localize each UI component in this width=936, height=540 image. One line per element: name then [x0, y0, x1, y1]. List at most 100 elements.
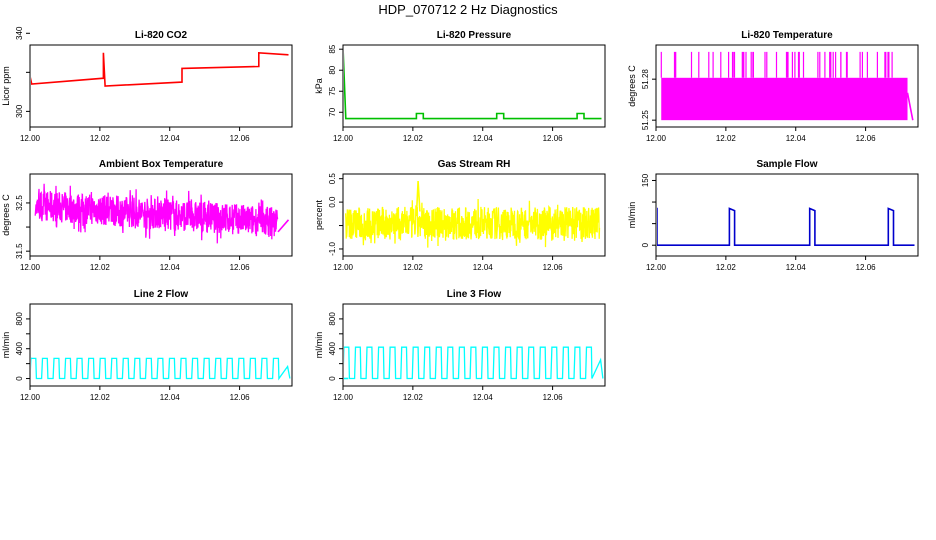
y-tick-label: 85 [328, 44, 337, 53]
chart-3: Li-820 Temperature degrees C 12.00 12.02 12.… [627, 30, 919, 143]
page-title: HDP_070712 2 Hz Diagnostics [378, 2, 558, 17]
x-tick-label: 12.04 [160, 263, 181, 272]
x-tick-label: 12.02 [403, 393, 424, 402]
chart-title: Li-820 Temperature [741, 30, 833, 41]
chart-title: Line 2 Flow [134, 289, 189, 300]
y-tick-label: 800 [15, 312, 24, 326]
series-line [344, 52, 602, 120]
chart-title: Li-820 Pressure [437, 30, 512, 41]
x-tick-label: 12.00 [333, 134, 354, 143]
plot-area [31, 51, 289, 87]
plot-area [344, 180, 601, 248]
plot-frame [342, 303, 606, 387]
x-tick-label: 12.06 [543, 134, 564, 143]
series-line [277, 219, 290, 233]
chart-1: Li-820 CO2 Licor ppm 12.00 12.02 12.04 12.06 3… [1, 26, 293, 143]
x-tick-label: 12.04 [160, 134, 181, 143]
y-tick-label: 70 [328, 107, 337, 116]
x-tick-label: 12.00 [646, 263, 667, 272]
plot-area [660, 51, 914, 121]
chart-4: Ambient Box Temperature degrees C 12.00 12.… [1, 159, 293, 272]
data-spikes [660, 51, 893, 78]
y-axis-label: ml/min [314, 332, 324, 359]
x-tick-label: 12.04 [786, 134, 807, 143]
x-tick-label: 12.02 [716, 134, 737, 143]
x-tick-label: 12.04 [473, 263, 494, 272]
data-noise-line [344, 198, 601, 248]
x-tick-label: 12.02 [716, 263, 737, 272]
y-tick-label: -1.0 [328, 242, 337, 256]
y-axis-label: kPa [314, 78, 324, 94]
chart-5: Gas Stream RH percent 12.00 12.02 12.04 12.06… [314, 159, 606, 272]
x-tick-label: 12.04 [786, 263, 807, 272]
y-tick-label: 150 [641, 173, 650, 187]
y-axis-label: degrees C [627, 65, 637, 107]
x-tick-label: 12.00 [20, 393, 41, 402]
x-tick-label: 12.02 [403, 263, 424, 272]
plot-area [657, 207, 915, 246]
y-axis-label: ml/min [1, 332, 11, 359]
y-tick-label: 800 [328, 312, 337, 326]
x-tick-label: 12.06 [543, 393, 564, 402]
series-line [657, 207, 915, 246]
plot-area [344, 52, 602, 120]
y-axis-label: ml/min [627, 202, 637, 229]
y-tick-label: 75 [328, 86, 337, 95]
data-noise-line [344, 346, 604, 380]
y-tick-label: 340 [15, 26, 24, 40]
plot-frame [342, 173, 606, 257]
chart-6: Sample Flow ml/min 12.00 12.02 12.04 12.06 0 15… [627, 159, 919, 272]
plot-area [31, 357, 291, 381]
chart-title: Li-820 CO2 [135, 30, 188, 41]
x-tick-label: 12.04 [473, 134, 494, 143]
x-tick-label: 12.00 [20, 134, 41, 143]
y-tick-label: 300 [15, 104, 24, 118]
chart-title: Gas Stream RH [438, 159, 511, 170]
plot-area [344, 346, 604, 380]
x-tick-label: 12.00 [646, 134, 667, 143]
y-axis-label: Licor ppm [1, 66, 11, 106]
y-tick-label: 0 [15, 376, 24, 381]
y-tick-label: 400 [15, 342, 24, 356]
chart-8: Line 3 Flow ml/min 12.00 12.02 12.04 12.06 0 40… [314, 289, 606, 402]
x-tick-label: 12.06 [230, 393, 251, 402]
x-tick-label: 12.04 [473, 393, 494, 402]
plot-area [34, 183, 290, 244]
plot-frame [342, 44, 606, 128]
y-axis-label: percent [314, 199, 324, 230]
x-tick-label: 12.00 [333, 263, 354, 272]
plot-frame [29, 173, 293, 257]
x-tick-label: 12.06 [856, 134, 877, 143]
y-tick-label: 0 [328, 376, 337, 381]
y-tick-label: 32.5 [15, 195, 24, 211]
x-tick-label: 12.02 [90, 263, 111, 272]
plot-frame [655, 44, 919, 128]
y-tick-label: 0.0 [328, 196, 337, 208]
y-tick-label: 51.25 [641, 110, 650, 131]
x-tick-label: 12.02 [90, 134, 111, 143]
y-tick-label: 80 [328, 65, 337, 74]
x-tick-label: 12.06 [543, 263, 564, 272]
data-noise-line [31, 357, 291, 381]
x-tick-label: 12.06 [856, 263, 877, 272]
series-line [415, 180, 421, 217]
x-tick-label: 12.04 [160, 393, 181, 402]
plot-frame [29, 303, 293, 387]
x-tick-label: 12.02 [403, 134, 424, 143]
data-noise-line [34, 183, 279, 244]
chart-title: Sample Flow [756, 159, 817, 170]
x-tick-label: 12.06 [230, 134, 251, 143]
series-line [906, 92, 914, 121]
x-tick-label: 12.00 [333, 393, 354, 402]
y-tick-label: 31.5 [15, 243, 24, 259]
chart-title: Ambient Box Temperature [99, 159, 224, 170]
y-tick-label: 51.28 [641, 69, 650, 90]
y-tick-label: 0 [641, 242, 650, 247]
chart-title: Line 3 Flow [447, 289, 502, 300]
plot-frame [29, 44, 293, 128]
y-axis-label: degrees C [1, 194, 11, 236]
y-tick-label: 400 [328, 342, 337, 356]
data-band [661, 77, 908, 121]
chart-7: Line 2 Flow ml/min 12.00 12.02 12.04 12.06 0 40… [1, 289, 293, 402]
